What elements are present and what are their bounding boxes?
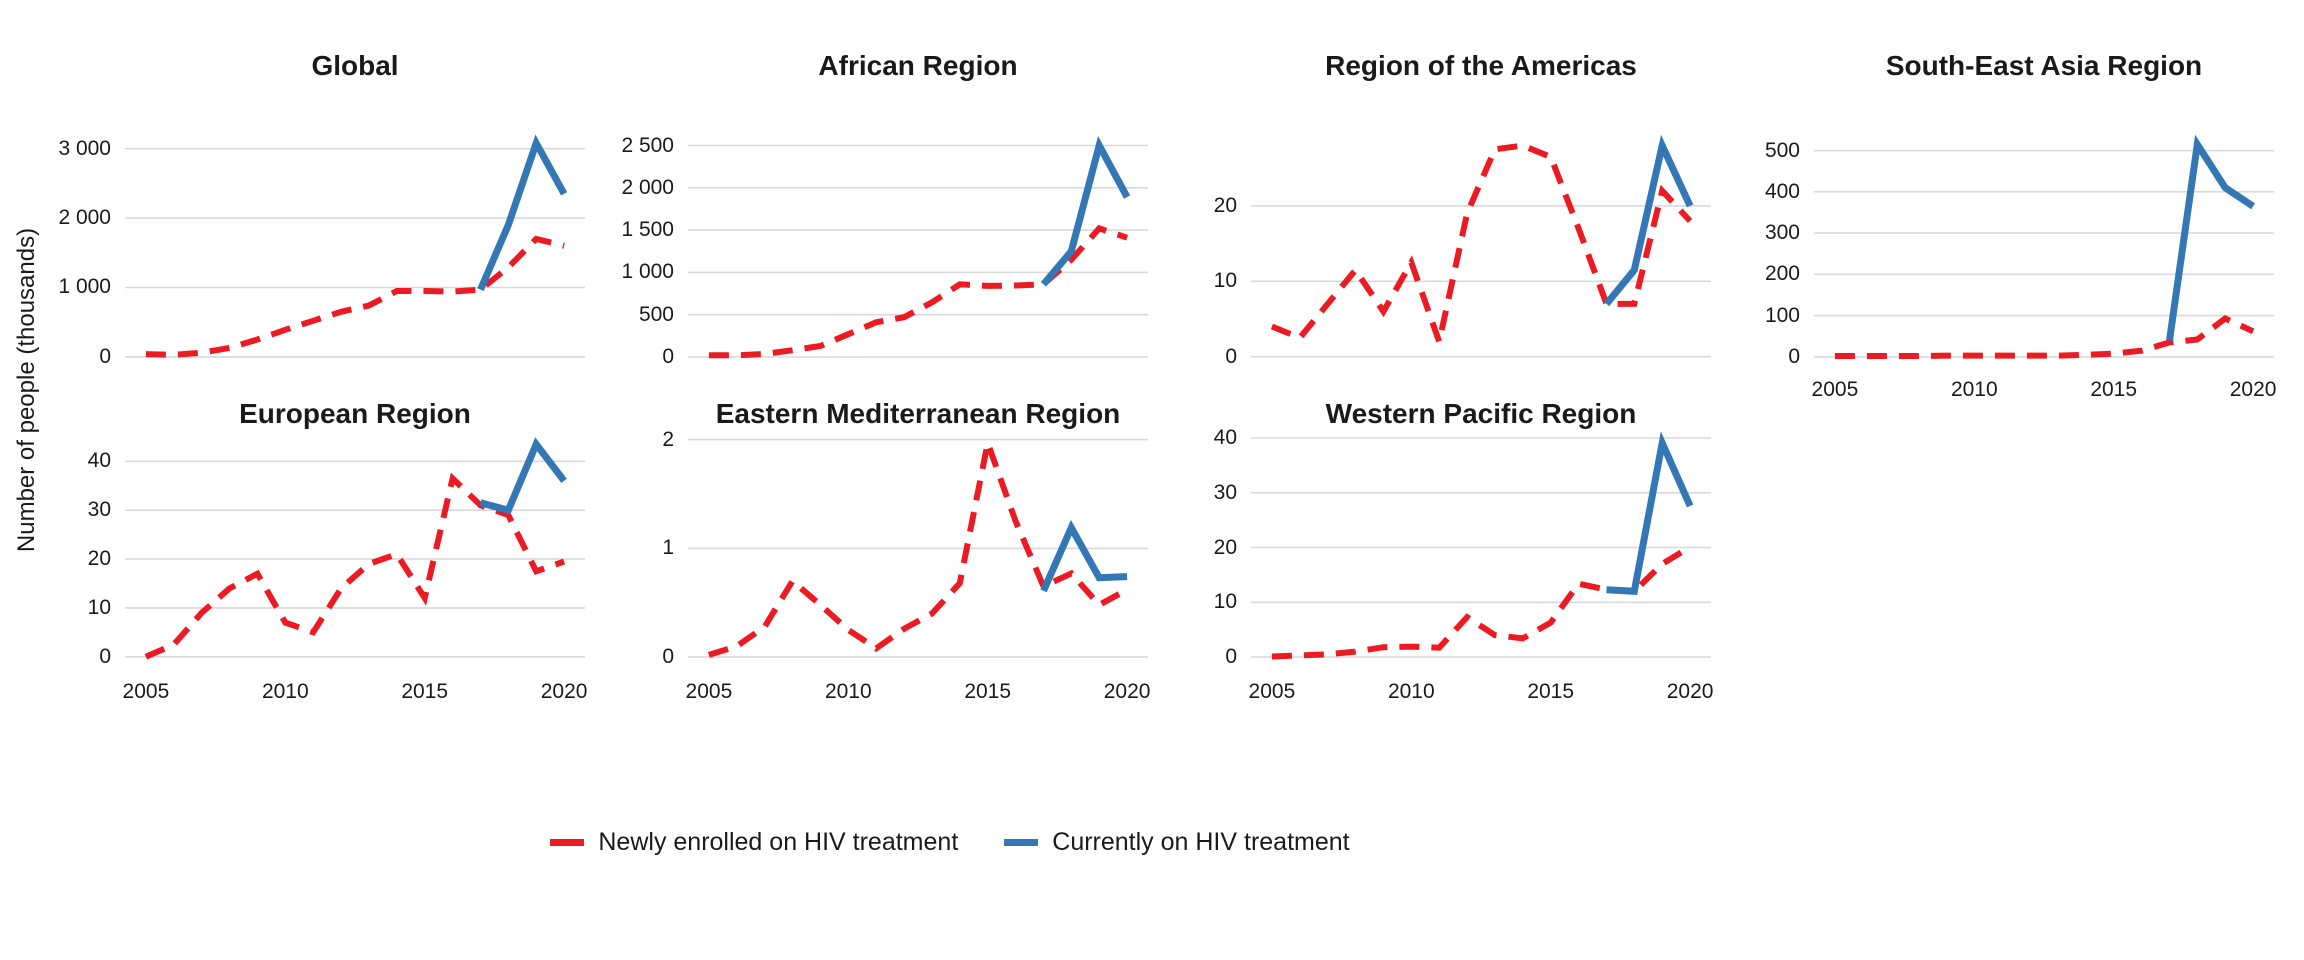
newly-enrolled-line	[145, 235, 565, 358]
y-tick-label-european-region-30: 30	[87, 498, 111, 522]
panel-title-region-of-the-americas: Region of the Americas	[1325, 50, 1637, 81]
panel-plot-european-region	[125, 437, 585, 660]
x-tick-label-south-east-asia-region-2005: 2005	[1811, 378, 1859, 401]
gridlines	[1814, 149, 2274, 358]
y-tick-label-western-pacific-region-0: 0	[1225, 645, 1237, 669]
newly-enrolled-line	[1270, 142, 1693, 353]
currently-on-line	[1603, 134, 1694, 307]
x-tick-label-european-region-2010: 2010	[261, 680, 309, 703]
y-tick-label-western-pacific-region-30: 30	[1213, 480, 1237, 504]
currently-on-line	[1040, 519, 1128, 593]
currently-on-swatch-icon	[1004, 838, 1039, 846]
panel-title-african-region: African Region	[818, 50, 1018, 81]
x-tick-label-european-region-2020: 2020	[540, 680, 588, 703]
panel-title-south-east-asia-region: South-East Asia Region	[1885, 50, 2203, 81]
newly-enrolled-line	[708, 224, 1129, 359]
currently-on-line	[479, 437, 567, 515]
legend-item-currently-on: Currently on HIV treatment	[1004, 822, 1350, 862]
panel-plot-african-region	[688, 136, 1148, 359]
y-tick-label-region-of-the-americas-20: 20	[1213, 193, 1237, 217]
newly-enrolled-line	[1834, 315, 2255, 359]
y-tick-label-eastern-mediterranean-region-2: 2	[662, 427, 674, 451]
y-tick-label-region-of-the-americas-0: 0	[1225, 344, 1237, 368]
y-tick-label-african-region-1000: 1 000	[621, 260, 674, 284]
x-tick-label-south-east-asia-region-2010: 2010	[1950, 378, 1998, 401]
y-tick-label-south-east-asia-region-0: 0	[1788, 344, 1800, 368]
panel-title-global: Global	[311, 50, 399, 81]
x-tick-label-western-pacific-region-2010: 2010	[1387, 680, 1435, 703]
x-tick-label-european-region-2015: 2015	[401, 680, 449, 703]
y-tick-label-global-0: 0	[99, 344, 111, 368]
gridlines	[1251, 205, 1711, 358]
y-tick-label-african-region-1500: 1 500	[621, 218, 674, 242]
currently-on-line	[1606, 431, 1694, 595]
y-tick-label-western-pacific-region-40: 40	[1213, 426, 1237, 450]
y-tick-label-african-region-2000: 2 000	[621, 175, 674, 199]
currently-on-line	[1040, 136, 1131, 287]
panel-title-western-pacific-region: Western Pacific Region	[1325, 398, 1637, 429]
y-tick-label-european-region-10: 10	[87, 595, 111, 619]
x-tick-label-european-region-2005: 2005	[122, 680, 170, 703]
gridlines	[1251, 437, 1711, 658]
y-tick-label-south-east-asia-region-400: 400	[1764, 179, 1800, 203]
y-tick-label-global-2000: 2 000	[58, 206, 111, 230]
y-tick-label-south-east-asia-region-100: 100	[1764, 303, 1800, 327]
x-tick-label-south-east-asia-region-2015: 2015	[2090, 378, 2138, 401]
x-tick-label-western-pacific-region-2005: 2005	[1248, 680, 1296, 703]
newly-enrolled-swatch-icon	[550, 838, 585, 846]
gridlines	[125, 147, 585, 358]
panel-title-eastern-mediterranean-region: Eastern Mediterranean Region	[715, 398, 1121, 429]
legend-label-currently-on: Currently on HIV treatment	[1052, 828, 1350, 856]
x-tick-label-western-pacific-region-2015: 2015	[1527, 680, 1575, 703]
newly-enrolled-line	[144, 472, 566, 660]
y-tick-label-global-1000: 1 000	[58, 275, 111, 299]
y-tick-label-region-of-the-americas-10: 10	[1213, 269, 1237, 293]
x-tick-label-eastern-mediterranean-region-2005: 2005	[685, 680, 733, 703]
currently-on-line	[477, 134, 568, 291]
y-tick-label-south-east-asia-region-200: 200	[1764, 262, 1800, 286]
y-tick-label-western-pacific-region-20: 20	[1213, 535, 1237, 559]
x-tick-label-eastern-mediterranean-region-2015: 2015	[964, 680, 1012, 703]
y-tick-label-african-region-2500: 2 500	[621, 133, 674, 157]
panel-plot-south-east-asia-region	[1814, 134, 2274, 359]
x-tick-label-eastern-mediterranean-region-2020: 2020	[1103, 680, 1151, 703]
gridlines	[688, 438, 1148, 658]
y-tick-label-western-pacific-region-10: 10	[1213, 590, 1237, 614]
panel-plot-eastern-mediterranean-region	[688, 431, 1148, 658]
panel-plot-region-of-the-americas	[1251, 134, 1711, 358]
panel-plot-global	[125, 134, 585, 358]
y-tick-label-european-region-20: 20	[87, 547, 111, 571]
gridlines	[688, 144, 1148, 358]
x-tick-label-eastern-mediterranean-region-2010: 2010	[824, 680, 872, 703]
y-tick-label-south-east-asia-region-300: 300	[1764, 221, 1800, 245]
y-tick-label-african-region-500: 500	[638, 302, 674, 326]
legend: Newly enrolled on HIV treatment Currentl…	[450, 822, 1450, 862]
y-tick-label-european-region-0: 0	[99, 644, 111, 668]
legend-item-newly-enrolled: Newly enrolled on HIV treatment	[550, 822, 958, 862]
y-tick-label-eastern-mediterranean-region-0: 0	[662, 645, 674, 669]
currently-on-line	[2166, 134, 2256, 341]
x-tick-label-south-east-asia-region-2020: 2020	[2229, 378, 2277, 401]
y-tick-label-south-east-asia-region-500: 500	[1764, 138, 1800, 162]
newly-enrolled-line	[708, 431, 1129, 658]
y-tick-label-eastern-mediterranean-region-1: 1	[662, 536, 674, 560]
y-tick-label-global-3000: 3 000	[58, 136, 111, 160]
y-tick-label-european-region-40: 40	[87, 449, 111, 473]
x-tick-label-western-pacific-region-2020: 2020	[1666, 680, 1714, 703]
y-tick-label-african-region-0: 0	[662, 345, 674, 368]
legend-label-newly-enrolled: Newly enrolled on HIV treatment	[598, 828, 959, 856]
panel-title-european-region: European Region	[239, 398, 471, 429]
panel-plot-western-pacific-region	[1251, 431, 1711, 660]
